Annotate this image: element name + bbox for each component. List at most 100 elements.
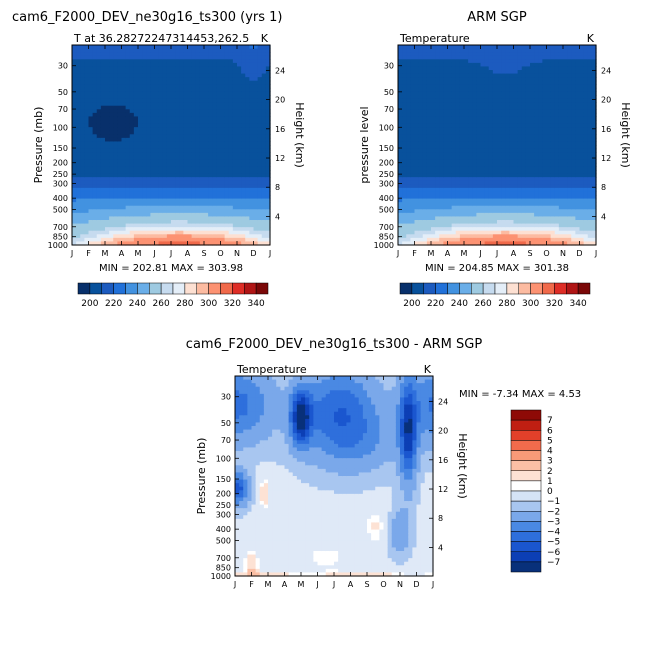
field-cell: [187, 198, 193, 203]
field-cell: [538, 127, 543, 132]
field-cell: [455, 220, 461, 225]
field-cell: [435, 66, 440, 71]
field-cell: [497, 130, 502, 135]
field-cell: [501, 95, 506, 100]
field-cell: [406, 55, 411, 60]
field-cell: [534, 230, 539, 235]
field-cell: [171, 195, 176, 200]
y-axis-label: Pressure (mb): [32, 107, 45, 184]
field-cell: [224, 152, 230, 157]
field-cell: [212, 162, 217, 168]
field-cell: [105, 148, 110, 153]
field-cell: [121, 48, 127, 53]
field-cell: [261, 55, 267, 60]
field-cell: [121, 177, 127, 182]
field-cell: [105, 91, 110, 96]
field-cell: [216, 62, 222, 68]
field-cell: [245, 195, 250, 200]
field-cell: [414, 105, 420, 110]
field-cell: [150, 109, 156, 114]
field-cell: [447, 120, 453, 125]
field-cell: [224, 212, 230, 218]
field-cell: [154, 205, 160, 210]
field-cell: [125, 220, 131, 225]
field-cell: [175, 52, 180, 57]
field-cell: [538, 177, 543, 182]
field-cell: [521, 145, 527, 150]
field-cell: [505, 70, 510, 75]
field-cell: [129, 202, 135, 207]
field-cell: [517, 130, 523, 135]
field-cell: [216, 191, 222, 196]
field-cell: [117, 84, 123, 89]
field-cell: [232, 116, 238, 121]
field-cell: [538, 237, 543, 243]
field-cell: [505, 173, 510, 178]
field-cell: [204, 127, 209, 132]
colorbar-label: 280: [176, 299, 193, 309]
field-cell: [468, 230, 473, 235]
field-cell: [245, 148, 250, 153]
field-cell: [550, 141, 556, 146]
field-cell: [142, 84, 147, 89]
field-cell: [105, 120, 110, 125]
field-cell: [232, 191, 238, 196]
field-cell: [138, 102, 143, 107]
field-cell: [158, 230, 164, 235]
field-cell: [80, 73, 85, 78]
field-cell: [175, 220, 180, 225]
field-cell: [96, 162, 102, 168]
field-cell: [142, 198, 147, 203]
field-cell: [241, 66, 246, 71]
field-cell: [534, 98, 539, 103]
field-cell: [513, 55, 519, 60]
field-cell: [171, 162, 176, 168]
field-cell: [501, 73, 506, 78]
field-cell: [166, 220, 172, 225]
field-cell: [459, 77, 465, 82]
field-cell: [451, 184, 457, 189]
field-cell: [525, 120, 531, 125]
field-cell: [455, 105, 461, 110]
field-cell: [80, 177, 85, 182]
field-cell: [550, 145, 556, 150]
field-cell: [418, 66, 424, 71]
field-cell: [216, 162, 222, 168]
field-cell: [92, 66, 98, 71]
field-cell: [550, 205, 556, 210]
field-cell: [534, 66, 539, 71]
field-cell: [162, 120, 168, 125]
field-cell: [484, 116, 490, 121]
field-cell: [216, 209, 222, 214]
field-cell: [216, 112, 222, 118]
field-cell: [431, 112, 436, 118]
field-cell: [109, 237, 114, 243]
field-cell: [406, 162, 411, 168]
field-cell: [538, 66, 543, 71]
field-cell: [414, 112, 420, 118]
field-cell: [497, 102, 502, 107]
field-cell: [476, 80, 482, 85]
field-cell: [418, 137, 424, 143]
field-cell: [84, 212, 90, 218]
field-cell: [534, 80, 539, 85]
field-cell: [125, 216, 131, 221]
field-cell: [435, 62, 440, 68]
field-cell: [232, 205, 238, 210]
field-cell: [241, 52, 246, 57]
field-cell: [150, 145, 156, 150]
field-cell: [505, 195, 510, 200]
field-cell: [245, 87, 250, 93]
field-cell: [521, 59, 527, 64]
field-cell: [451, 95, 457, 100]
field-cell: [175, 145, 180, 150]
field-cell: [142, 234, 147, 239]
field-cell: [146, 195, 151, 200]
field-cell: [480, 116, 486, 121]
field-cell: [488, 220, 494, 225]
field-cell: [406, 216, 411, 221]
field-cell: [138, 220, 143, 225]
field-cell: [220, 209, 226, 214]
field-cell: [125, 59, 131, 64]
field-cell: [109, 223, 114, 228]
